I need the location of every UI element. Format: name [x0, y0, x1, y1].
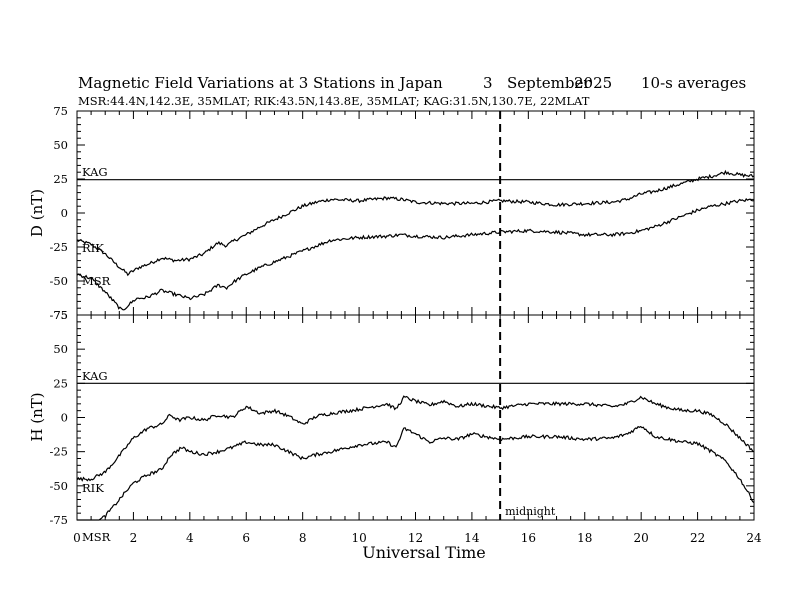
- x-tick-label: 22: [690, 531, 705, 545]
- d-panel: 75 50 25 0 -25 -50 -75 KAG RIK MSR D (nT): [28, 104, 755, 322]
- d-axis-label: D (nT): [28, 189, 46, 237]
- x-tick-label: 14: [464, 531, 480, 545]
- d-ytick-label: 0: [61, 206, 68, 220]
- h-axis-ticks: 75 50 25 0 -25 -50 -75: [49, 308, 755, 527]
- x-tick-label: 0: [73, 531, 81, 545]
- title-year: 2025: [574, 74, 612, 92]
- x-tick-label: 2: [130, 531, 138, 545]
- h-ytick-label: 75: [53, 308, 68, 322]
- x-tick-label: 10: [351, 531, 366, 545]
- h-series-msr: [77, 425, 755, 521]
- d-ytick-label: -50: [49, 274, 68, 288]
- x-tick-label: 20: [634, 531, 649, 545]
- title-averaging: 10-s averages: [641, 74, 746, 92]
- h-station-labels: KAG RIK MSR: [82, 369, 111, 544]
- h-series-rik: [76, 395, 755, 482]
- h-label-msr: MSR: [82, 530, 111, 544]
- h-ytick-label: -75: [49, 513, 68, 527]
- h-ytick-label: -25: [49, 445, 68, 459]
- d-panel-frame: [76, 110, 755, 316]
- d-ytick-label: 75: [53, 104, 68, 118]
- d-ytick-label: -75: [49, 308, 68, 322]
- x-tick-label: 4: [186, 531, 194, 545]
- d-ytick-label: -25: [49, 240, 68, 254]
- h-ytick-label: -50: [49, 479, 68, 493]
- h-ytick-label: 25: [53, 376, 68, 390]
- d-label-rik: RIK: [82, 241, 104, 255]
- x-tick-label: 8: [299, 531, 307, 545]
- d-series-msr: [76, 198, 755, 311]
- x-tick-label: 18: [577, 531, 592, 545]
- x-tick-label: 6: [242, 531, 250, 545]
- d-label-msr: MSR: [82, 274, 111, 288]
- d-ytick-label: 50: [53, 138, 68, 152]
- title-month: September: [507, 74, 591, 92]
- midnight-label: midnight: [505, 505, 556, 518]
- x-tick-label: 24: [746, 531, 762, 545]
- d-series-rik: [76, 169, 755, 277]
- h-label-rik: RIK: [82, 481, 104, 495]
- h-panel-frame: [76, 314, 755, 521]
- h-axis-label: H (nT): [28, 392, 46, 441]
- d-station-labels: KAG RIK MSR: [82, 165, 111, 288]
- h-label-kag: KAG: [82, 369, 108, 383]
- title-day: 3: [483, 74, 493, 92]
- chart-title: Magnetic Field Variations at 3 Stations …: [78, 74, 443, 92]
- x-axis-label: Universal Time: [362, 543, 485, 562]
- h-panel: 75 50 25 0 -25 -50 -75 KAG RIK MSR H (nT): [28, 308, 755, 544]
- h-series-group: [76, 382, 755, 521]
- d-series-group: [76, 169, 755, 311]
- d-ytick-label: 25: [53, 172, 68, 186]
- x-tick-label: 16: [521, 531, 536, 545]
- h-ytick-label: 50: [53, 342, 68, 356]
- x-axis: 0 2 4 6 8 10 12 14 16 18 20 22 24: [73, 531, 762, 545]
- h-ytick-label: 0: [61, 411, 68, 425]
- d-axis-ticks: 75 50 25 0 -25 -50 -75: [49, 104, 755, 322]
- x-tick-label: 12: [408, 531, 423, 545]
- station-info: MSR:44.4N,142.3E, 35MLAT; RIK:43.5N,143.…: [78, 94, 590, 108]
- d-label-kag: KAG: [82, 165, 108, 179]
